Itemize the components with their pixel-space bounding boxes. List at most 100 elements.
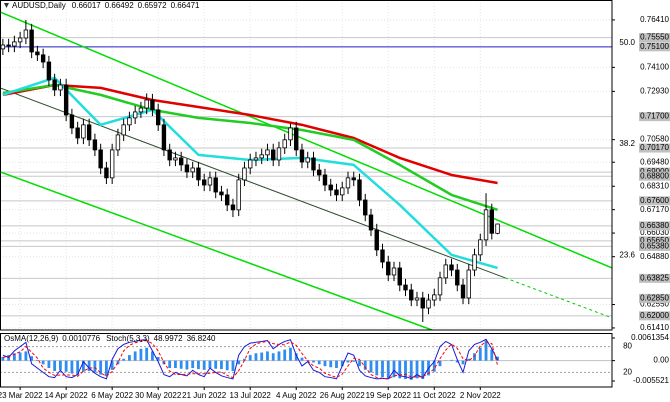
osma-bar (478, 347, 482, 361)
candle-body (155, 109, 161, 126)
candle-body (345, 177, 351, 189)
osma-bar (185, 360, 189, 370)
candle-body (489, 209, 494, 234)
y-tick-label: 0.67170 (640, 205, 669, 214)
osma-bar (58, 360, 62, 370)
candle-body (403, 284, 408, 291)
level-label-box (639, 42, 670, 52)
osma-bar (12, 353, 16, 361)
candle-body (305, 157, 310, 163)
fib-label: 50.0 (619, 38, 635, 47)
level-label: 0.70170 (640, 143, 669, 152)
candle-body (92, 139, 98, 151)
x-tick-label: 30 May 2022 (135, 391, 182, 400)
osma-bar (283, 349, 287, 361)
osma-bar (151, 351, 154, 361)
candle-body (104, 167, 109, 179)
level-label: 0.75550 (640, 33, 669, 42)
osma-bar (306, 359, 310, 361)
osma-bar (438, 360, 442, 367)
osma-bar (473, 353, 476, 361)
level-label: 0.75100 (640, 42, 669, 51)
candle-body (121, 124, 126, 136)
candle-body (276, 147, 282, 161)
level-label-box (639, 293, 670, 303)
osma-bar (363, 360, 367, 370)
candle-body (483, 209, 489, 241)
candle-body (409, 289, 414, 301)
y-tick-label: 0.68310 (640, 181, 669, 190)
candle-body (178, 157, 184, 166)
osma-bar (248, 355, 252, 361)
y-tick-label: 0.00 (653, 356, 669, 365)
osma-bar (421, 360, 425, 380)
osma-bar (82, 360, 85, 372)
osma-bar (122, 358, 126, 361)
osma-bar (294, 353, 298, 361)
osma-bar (128, 355, 131, 361)
osma-bar (214, 360, 218, 369)
x-tick-label: 6 May 2022 (91, 391, 133, 400)
x-tick-label: 11 Oct 2022 (413, 391, 457, 400)
osma-bar (243, 358, 246, 361)
symbol-icon (4, 3, 9, 8)
line (2, 83, 498, 185)
osma-bar (179, 360, 183, 369)
osma-bar (461, 360, 465, 365)
candle-body (357, 179, 362, 201)
candle-body (69, 114, 75, 129)
fib-label: 38.2 (619, 139, 635, 148)
level-label: 0.66380 (640, 221, 669, 230)
y-tick-label: 0.72930 (640, 86, 669, 95)
osma-bar (455, 360, 459, 363)
candle-body (437, 277, 443, 296)
candle-body (138, 107, 144, 113)
candle-body (253, 157, 259, 161)
candle-body (207, 177, 213, 186)
osma-bar (358, 360, 361, 367)
level-label-box (639, 33, 670, 43)
osma-bar (369, 360, 373, 373)
y-tick-label: -0.005521 (633, 376, 670, 385)
osma-bar (133, 351, 137, 361)
candle-body (75, 127, 80, 139)
candle-body (58, 84, 63, 91)
osma-bar (409, 360, 413, 380)
y-tick-label: 0.64880 (640, 252, 669, 261)
level-label-box (639, 171, 670, 181)
candle-body (495, 223, 500, 234)
line (504, 277, 612, 319)
osma-bar (260, 352, 264, 361)
candle-body (288, 127, 293, 141)
y-tick-label: 0.0061354 (631, 333, 669, 342)
candle-body (40, 54, 46, 63)
candle-body (6, 44, 11, 47)
osma-bar (317, 360, 321, 365)
candle-body (449, 264, 454, 271)
candle-body (127, 117, 132, 126)
osma-bar (93, 360, 97, 373)
y-tick-label: 0.74100 (640, 62, 669, 71)
y2-tick-label: 20 (623, 368, 632, 377)
candle-body (23, 29, 29, 39)
osma-bar (225, 360, 229, 371)
candle-body (17, 37, 23, 43)
candle-body (144, 99, 149, 109)
x-tick-label: 2 Nov 2022 (460, 391, 501, 400)
indicator-plot (0, 333, 612, 387)
osma-bar (300, 357, 304, 361)
y-tick-label: 0.69480 (640, 157, 669, 166)
candle-body (334, 189, 339, 196)
osma-bar (352, 360, 356, 362)
osma-bar (484, 340, 488, 361)
indicator-frame (0, 333, 613, 388)
candle-body (63, 84, 69, 116)
y2-tick-label: 80 (623, 342, 632, 351)
level-label: 0.67600 (640, 196, 669, 205)
stoch-name: Stoch(5,3,3) (106, 334, 150, 343)
stoch-signal-last: 36.8240 (187, 334, 216, 343)
osma-bar (381, 360, 384, 378)
osma-bar (335, 360, 338, 369)
candle-body (466, 269, 471, 299)
x-tick-label: 13 Jul 2022 (230, 391, 272, 400)
